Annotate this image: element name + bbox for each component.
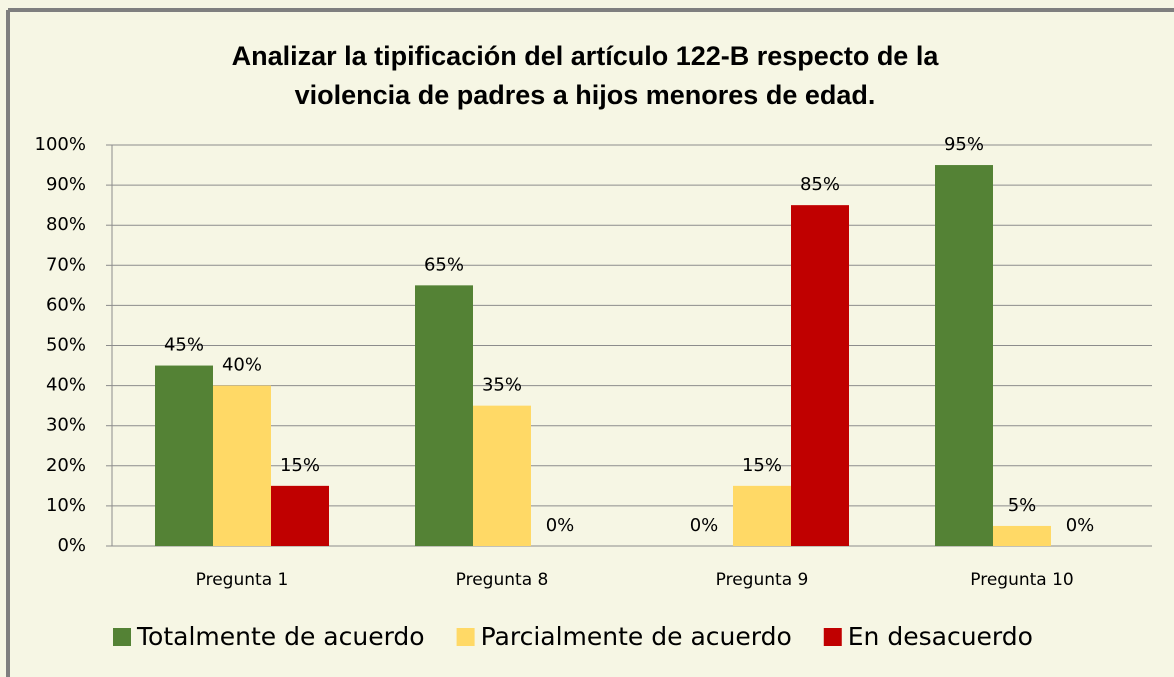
x-tick-label: Pregunta 1 xyxy=(196,570,289,590)
legend-label: Parcialmente de acuerdo xyxy=(481,622,792,651)
y-tick-label: 0% xyxy=(57,535,86,556)
y-tick-label: 100% xyxy=(35,134,86,155)
data-label: 65% xyxy=(424,254,464,275)
data-label: 0% xyxy=(546,515,575,536)
bar xyxy=(155,365,213,546)
y-tick-label: 10% xyxy=(46,495,86,516)
y-tick-label: 40% xyxy=(46,375,86,396)
y-tick-label: 50% xyxy=(46,335,86,356)
x-tick-label: Pregunta 8 xyxy=(456,570,549,590)
legend-label: Totalmente de acuerdo xyxy=(136,622,425,651)
y-tick-label: 80% xyxy=(46,214,86,235)
legend-label: En desacuerdo xyxy=(848,622,1033,651)
bar xyxy=(993,525,1051,546)
chart-title: violencia de padres a hijos menores de e… xyxy=(295,80,876,110)
bar xyxy=(473,405,531,546)
y-tick-label: 20% xyxy=(46,455,86,476)
bar xyxy=(213,385,271,546)
y-tick-label: 30% xyxy=(46,415,86,436)
legend-swatch xyxy=(113,628,131,646)
bar xyxy=(935,165,993,547)
data-label: 45% xyxy=(164,335,204,356)
bar xyxy=(791,205,849,546)
legend-swatch xyxy=(823,628,842,646)
legend-swatch xyxy=(456,628,475,646)
bar xyxy=(415,285,473,546)
data-label: 0% xyxy=(1066,515,1095,536)
data-label: 0% xyxy=(690,515,719,536)
data-label: 15% xyxy=(742,455,782,476)
chart-title: Analizar la tipificación del artículo 12… xyxy=(232,41,940,71)
data-label: 5% xyxy=(1008,495,1037,516)
y-tick-label: 90% xyxy=(46,174,86,195)
data-label: 15% xyxy=(280,455,320,476)
y-tick-label: 70% xyxy=(46,254,86,275)
data-label: 85% xyxy=(800,174,840,195)
data-label: 35% xyxy=(482,375,522,396)
data-label: 40% xyxy=(222,355,262,376)
x-tick-label: Pregunta 10 xyxy=(970,570,1074,590)
data-label: 95% xyxy=(944,134,984,155)
bar xyxy=(271,485,329,546)
bar xyxy=(733,485,791,546)
y-tick-label: 60% xyxy=(46,294,86,315)
x-tick-label: Pregunta 9 xyxy=(716,570,809,590)
